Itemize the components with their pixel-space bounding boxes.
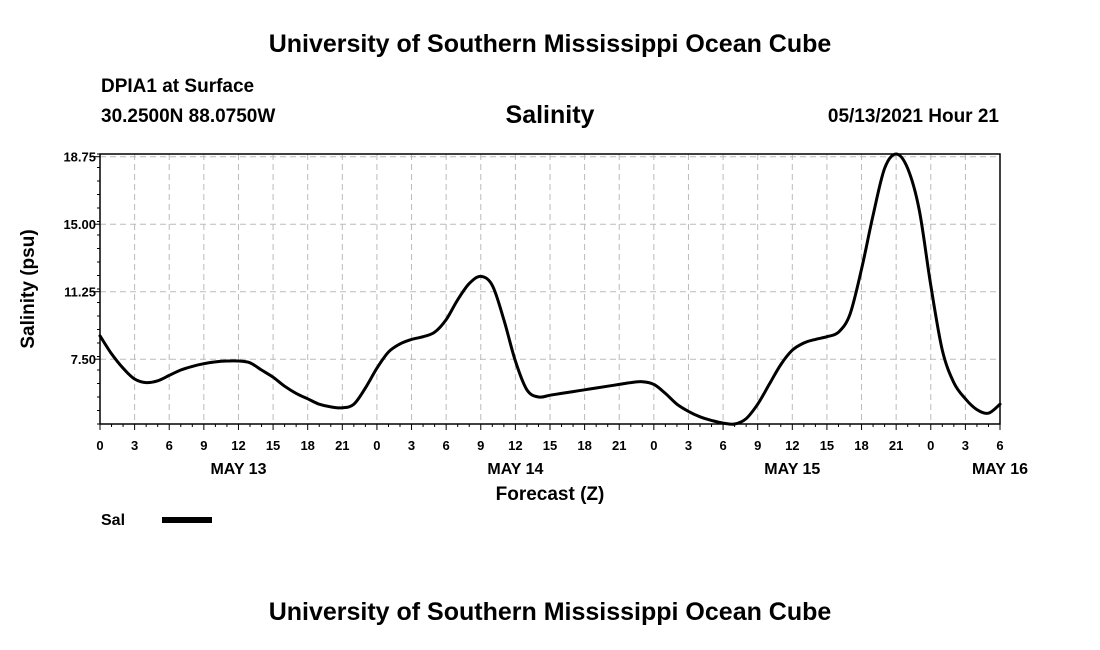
page-title: University of Southern Mississippi Ocean… [268, 30, 832, 58]
date-label: MAY 13 [210, 461, 266, 478]
axis-tick-labels: 7.50 11.25 15.00 18.75 0 3 6 9 12 15 18 21 0 3 6 9 12 15 1… [63, 150, 1028, 478]
x-tick-label: 15 [543, 438, 557, 453]
x-tick-label: 3 [408, 438, 415, 453]
x-tick-label: 0 [96, 438, 103, 453]
forecast-run-time: 05/13/2021 Hour 21 [827, 106, 999, 127]
station-label: DPIA1 at Surface [101, 76, 255, 97]
legend-label: Sal [101, 512, 125, 529]
x-tick-label: 15 [820, 438, 834, 453]
y-tick-label: 11.25 [64, 285, 96, 300]
x-tick-label: 0 [927, 438, 934, 453]
date-label: MAY 14 [487, 461, 543, 478]
x-tick-label: 21 [889, 438, 903, 453]
x-tick-label: 18 [577, 438, 591, 453]
x-tick-label: 6 [166, 438, 173, 453]
y-tick-label: 7.50 [71, 352, 96, 367]
x-tick-label: 3 [962, 438, 969, 453]
chart-title: Salinity [505, 101, 595, 129]
x-tick-label: 9 [200, 438, 207, 453]
x-tick-label: 12 [231, 438, 245, 453]
salinity-series-line [98, 152, 1002, 426]
x-tick-label: 21 [612, 438, 626, 453]
y-tick-label: 18.75 [63, 150, 96, 165]
x-tick-label: 3 [685, 438, 692, 453]
date-label: MAY 15 [764, 461, 820, 478]
x-tick-label: 18 [300, 438, 314, 453]
x-tick-label: 12 [785, 438, 799, 453]
x-tick-label: 9 [754, 438, 761, 453]
station-coordinates: 30.2500N 88.0750W [101, 106, 276, 127]
x-tick-label: 9 [477, 438, 484, 453]
x-tick-label: 3 [131, 438, 138, 453]
x-tick-label: 0 [650, 438, 657, 453]
x-axis-label: Forecast (Z) [496, 484, 605, 505]
y-tick-label: 15.00 [63, 217, 96, 232]
x-tick-label: 18 [854, 438, 868, 453]
x-tick-label: 6 [443, 438, 450, 453]
date-label: MAY 16 [972, 461, 1028, 478]
x-tick-label: 15 [266, 438, 280, 453]
x-tick-label: 12 [508, 438, 522, 453]
footer-title: University of Southern Mississippi Ocean… [268, 598, 832, 626]
x-tick-label: 0 [373, 438, 380, 453]
legend: Sal [101, 512, 212, 529]
x-tick-label: 21 [335, 438, 349, 453]
x-tick-label: 6 [719, 438, 726, 453]
grid-lines [100, 154, 1000, 424]
axis-ticks [94, 153, 1001, 430]
y-axis-label: Salinity (psu) [18, 229, 39, 348]
x-tick-label: 6 [996, 438, 1003, 453]
